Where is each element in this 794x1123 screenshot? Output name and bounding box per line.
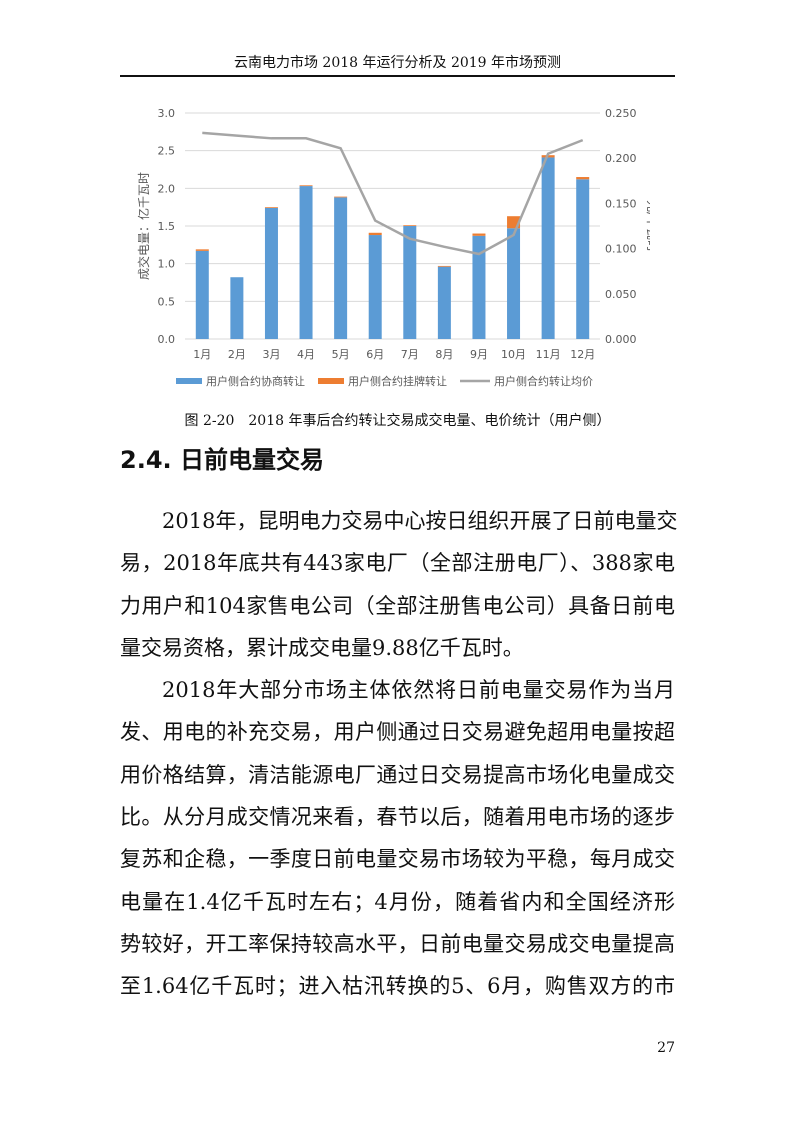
text-line: 发、用电的补充交易，用户侧通过日交易避免超用电量按超 (120, 720, 675, 745)
x-tick-label: 1月 (193, 348, 211, 361)
bar-1-negotiated (195, 250, 209, 339)
running-header: 云南电力市场 2018 年运行分析及 2019 年市场预测 (233, 55, 562, 71)
y-tick-label: 0.5 (158, 295, 176, 308)
x-tick-label: 2月 (228, 348, 246, 361)
y2-tick-label: 0.200 (605, 152, 637, 165)
chart: 0.0 0.5 1.0 1.5 2.0 2.5 3.0 0.000 0.050 0.100 0.15… (136, 107, 650, 388)
text-line: 势较好，开工率保持较高水平，日前电量交易成交电量提高 (120, 931, 675, 956)
x-tick-label: 3月 (262, 348, 280, 361)
y-tick-label: 2.5 (158, 145, 176, 158)
text-line: 复苏和企稳，一季度日前电量交易市场较为平稳，每月成交 (120, 847, 675, 872)
bar-1-listed (195, 249, 209, 251)
text-line: 2018年，昆明电力交易中心按日组织开展了日前电量交 (162, 509, 678, 533)
header-rule (120, 75, 675, 77)
bar-12-listed (576, 177, 590, 180)
y-axis-label: 成交电量：亿千瓦时 (136, 172, 151, 280)
y2-tick-label: 0.250 (605, 107, 637, 120)
x-tick-label: 6月 (366, 348, 384, 361)
bar-6-listed (368, 232, 382, 236)
y2-tick-label: 0.100 (605, 243, 637, 256)
x-tick-label: 12月 (570, 348, 595, 361)
x-tick-label: 4月 (297, 348, 315, 361)
bar-9-negotiated (472, 235, 486, 339)
page-number: 27 (657, 1040, 675, 1056)
text-line: 用价格结算，清洁能源电厂通过日交易提高市场化电量成交 (120, 762, 675, 787)
y-tick-label: 0.0 (158, 333, 176, 346)
bar-2-negotiated (230, 277, 244, 339)
section-heading: 2.4. 日前电量交易 (120, 446, 324, 474)
text-line: 易，2018年底共有443家电厂（全部注册电厂）、388家电 (120, 551, 675, 576)
bar-4-listed (299, 185, 313, 187)
text-line: 量交易资格，累计成交电量9.88亿千瓦时。 (120, 635, 524, 660)
x-tick-label: 11月 (536, 348, 561, 361)
y2-axis-label: 元/千瓦时 (645, 200, 650, 252)
x-tick-label: 8月 (435, 348, 453, 361)
bar-4-negotiated (299, 186, 313, 339)
legend-label-negotiated: 用户侧合约协商转让 (206, 374, 305, 388)
y-tick-label: 1.0 (158, 258, 176, 271)
y-tick-label: 3.0 (158, 107, 176, 120)
text-line: 比。从分月成交情况来看，春节以后，随着用电市场的逐步 (120, 805, 675, 830)
y-tick-label: 1.5 (158, 220, 176, 233)
bar-6-negotiated (368, 235, 382, 339)
legend-swatch-negotiated (176, 378, 202, 384)
bar-10-negotiated (507, 228, 521, 339)
price-line (202, 131, 584, 256)
y2-tick-label: 0.050 (605, 288, 637, 301)
legend-label-listed: 用户侧合约挂牌转让 (348, 374, 447, 388)
bar-3-negotiated (264, 207, 278, 339)
text-line: 电量在1.4亿千瓦时左右；4月份，随着省内和全国经济形 (120, 889, 675, 914)
x-tick-label: 10月 (501, 348, 526, 361)
text-line: 至1.64亿千瓦时；进入枯汛转换的5、6月，购售双方的市 (120, 974, 675, 999)
bar-11-negotiated (541, 157, 555, 339)
bar-12-negotiated (576, 179, 590, 339)
y-tick-label: 2.0 (158, 182, 176, 195)
x-tick-label: 7月 (401, 348, 419, 361)
bar-8-listed (437, 265, 451, 267)
body-text: 2018年，昆明电力交易中心按日组织开展了日前电量交 易，2018年底共有443… (120, 506, 678, 1014)
text-line: 力用户和104家售电公司（全部注册售电公司）具备日前电 (120, 593, 675, 618)
bar-5-listed (334, 196, 348, 198)
bar-3-listed (264, 207, 278, 208)
y2-tick-label: 0.000 (605, 333, 637, 346)
bar-5-negotiated (334, 197, 348, 339)
y2-tick-label: 0.150 (605, 197, 637, 210)
x-tick-label: 9月 (470, 348, 488, 361)
figure-caption: 图 2-20 2018 年事后合约转让交易成交电量、电价统计（用户侧） (184, 413, 611, 429)
bar-7-listed (403, 225, 417, 226)
bar-8-negotiated (437, 266, 451, 339)
bar-9-listed (472, 233, 486, 236)
bar-7-negotiated (403, 226, 417, 339)
x-tick-label: 5月 (332, 348, 350, 361)
text-line: 2018年大部分市场主体依然将日前电量交易作为当月 (162, 678, 675, 703)
legend-swatch-listed (318, 378, 344, 384)
legend-label-price: 用户侧合约转让均价 (494, 374, 593, 388)
